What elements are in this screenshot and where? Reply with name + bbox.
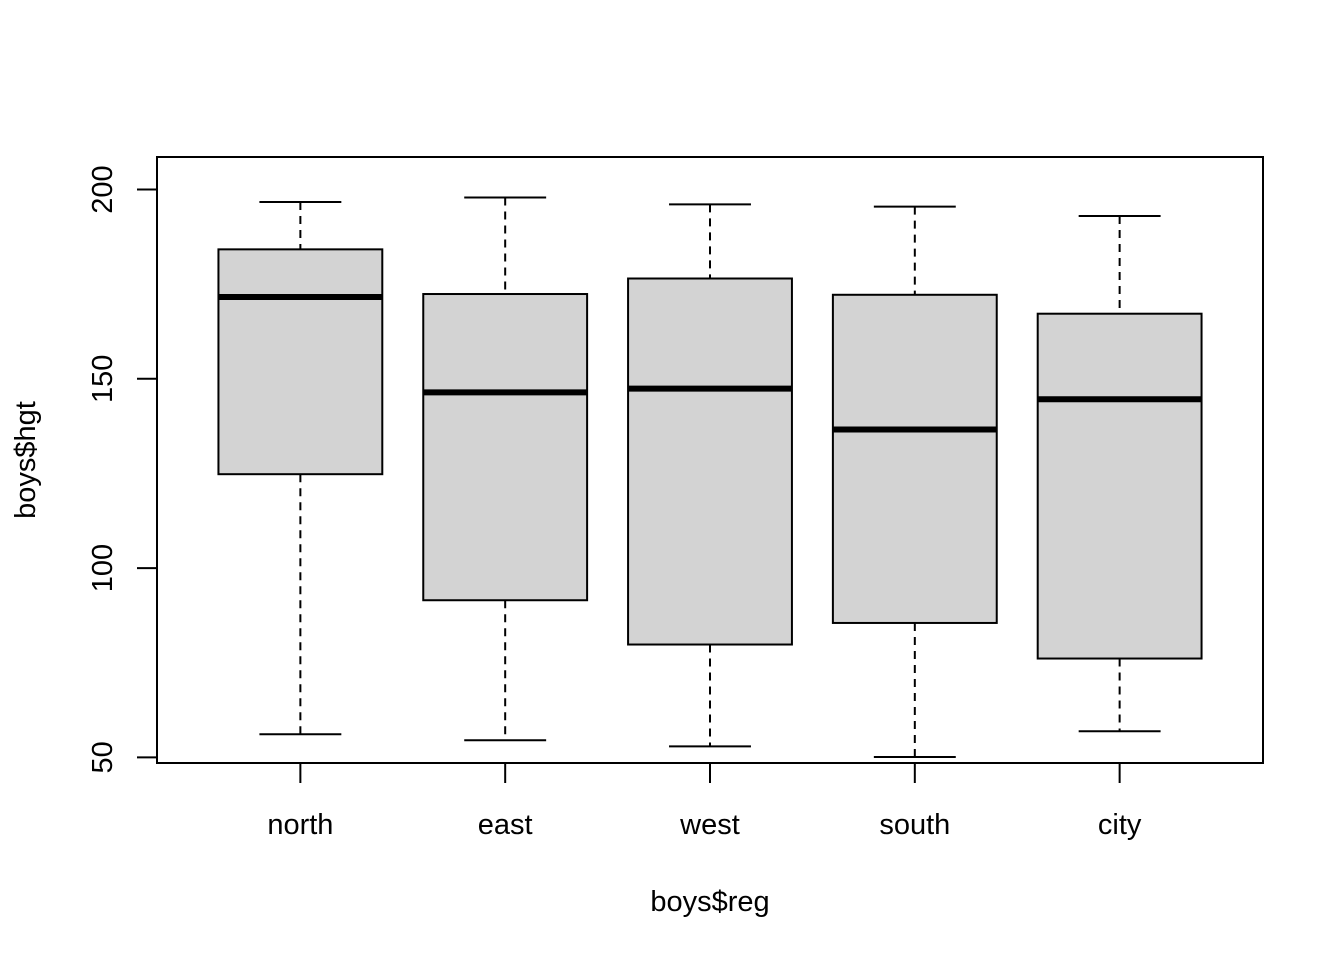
x-tick-label-south: south <box>879 809 950 841</box>
x-axis-label: boys$reg <box>650 886 769 918</box>
iqr-box <box>627 277 793 646</box>
boxes-layer <box>217 196 1203 758</box>
iqr-box <box>217 248 384 476</box>
box-south <box>831 205 998 758</box>
y-tick-label-200: 200 <box>87 165 119 213</box>
box-east <box>422 196 589 742</box>
box-north <box>217 201 384 736</box>
y-tick-label-50: 50 <box>87 741 119 773</box>
x-axis: north east west south city <box>267 763 1142 841</box>
iqr-box <box>831 293 998 624</box>
box-west <box>627 203 793 748</box>
y-tick-label-150: 150 <box>87 355 119 403</box>
iqr-box <box>422 293 589 602</box>
x-tick-label-north: north <box>267 809 333 841</box>
y-tick-label-100: 100 <box>87 544 119 592</box>
x-tick-label-east: east <box>478 809 533 841</box>
y-axis: 50 100 150 200 <box>87 165 157 773</box>
iqr-box <box>1036 312 1203 660</box>
x-tick-label-west: west <box>679 809 740 841</box>
y-axis-label: boys$hgt <box>10 401 42 519</box>
x-tick-label-city: city <box>1098 809 1142 841</box>
box-city <box>1036 215 1203 733</box>
